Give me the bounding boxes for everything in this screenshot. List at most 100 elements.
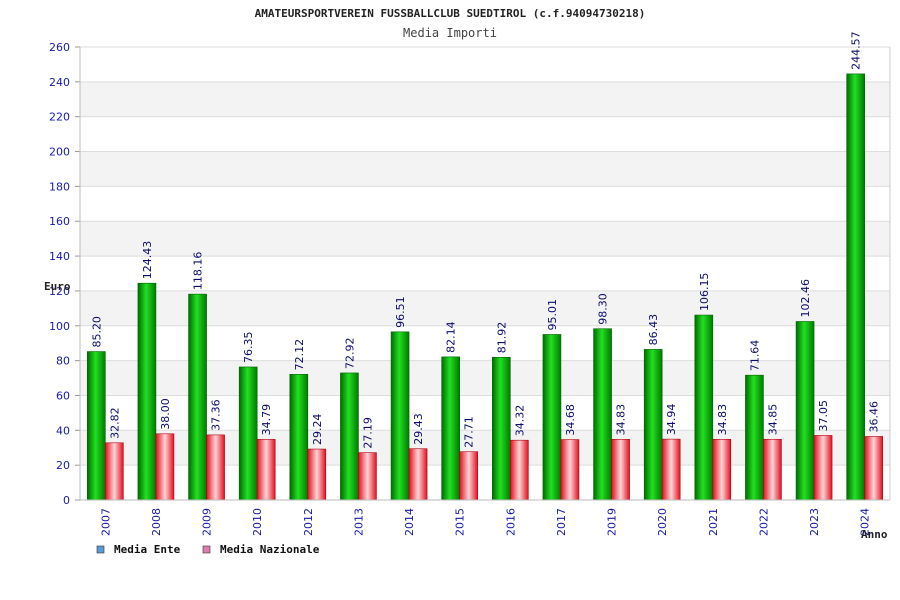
data-label: 38.00 bbox=[159, 398, 172, 430]
bar-media-ente bbox=[340, 372, 359, 501]
data-label: 34.79 bbox=[260, 404, 273, 436]
y-tick-label: 140 bbox=[49, 250, 70, 263]
data-label: 36.46 bbox=[868, 401, 881, 433]
x-tick-label: 2020 bbox=[656, 508, 669, 536]
data-label: 27.71 bbox=[463, 416, 476, 448]
legend-label-media-nazionale: Media Nazionale bbox=[220, 543, 320, 556]
y-tick-label: 240 bbox=[49, 76, 70, 89]
data-label: 29.43 bbox=[412, 413, 425, 445]
bar-media-ente bbox=[188, 293, 207, 501]
bar-media-nazionale bbox=[864, 436, 883, 501]
x-tick-label: 2009 bbox=[201, 508, 214, 536]
x-axis-ticks: 2007 2008 2009 2010 2012 2013 2014 2015 2016 2017… bbox=[99, 508, 871, 536]
y-tick-label: 80 bbox=[56, 355, 70, 368]
x-tick-label: 2013 bbox=[352, 508, 365, 536]
data-label: 34.83 bbox=[716, 404, 729, 436]
bar-media-nazionale bbox=[560, 439, 580, 501]
bar-media-nazionale bbox=[307, 448, 327, 501]
x-tick-label: 2014 bbox=[403, 508, 416, 536]
data-label: 106.15 bbox=[698, 273, 711, 312]
bar-media-ente bbox=[694, 314, 714, 501]
bar-media-ente bbox=[745, 374, 764, 501]
y-axis-title: Euro bbox=[44, 280, 71, 293]
bar-media-ente bbox=[238, 366, 258, 501]
bar-media-ente bbox=[542, 334, 562, 501]
x-tick-label: 2019 bbox=[606, 508, 619, 536]
bar-media-ente bbox=[289, 374, 309, 501]
legend-label-media-ente: Media Ente bbox=[114, 543, 181, 556]
x-tick-label: 2021 bbox=[707, 508, 720, 536]
y-tick-label: 180 bbox=[49, 180, 70, 193]
bar-media-ente bbox=[441, 356, 460, 501]
data-label: 34.32 bbox=[513, 405, 526, 437]
data-label: 95.01 bbox=[546, 299, 559, 331]
data-label: 34.68 bbox=[564, 404, 577, 436]
data-label: 85.20 bbox=[90, 316, 103, 348]
bar-media-ente bbox=[137, 282, 157, 501]
grid-band bbox=[80, 81, 890, 117]
y-tick-label: 40 bbox=[56, 424, 70, 437]
y-tick-label: 160 bbox=[49, 215, 70, 228]
grid-band bbox=[80, 151, 890, 187]
bars bbox=[87, 73, 883, 501]
data-label: 118.16 bbox=[192, 252, 205, 291]
grid-band bbox=[80, 290, 890, 326]
x-tick-label: 2022 bbox=[757, 508, 770, 536]
legend-swatch-media-nazionale bbox=[202, 545, 211, 554]
legend-swatch-media-ente bbox=[96, 545, 105, 554]
y-tick-label: 200 bbox=[49, 146, 70, 159]
y-tick-label: 0 bbox=[63, 494, 70, 507]
bar-media-ente bbox=[795, 321, 815, 501]
y-tick-label: 100 bbox=[49, 320, 70, 333]
data-label: 86.43 bbox=[647, 314, 660, 346]
plot-background bbox=[80, 81, 890, 466]
bar-media-nazionale bbox=[408, 448, 428, 501]
bar-media-nazionale bbox=[459, 451, 478, 501]
data-label: 71.64 bbox=[748, 340, 761, 372]
bar-media-nazionale bbox=[155, 433, 175, 501]
bar-media-nazionale bbox=[763, 438, 782, 501]
y-axis-ticks: 0 20 40 60 80 100 120 140 160 180 200 220 240 260 bbox=[49, 41, 80, 507]
y-tick-label: 260 bbox=[49, 41, 70, 54]
data-label: 76.35 bbox=[242, 331, 255, 363]
bar-media-ente bbox=[390, 331, 410, 501]
bar-media-ente bbox=[87, 351, 106, 501]
y-tick-label: 120 bbox=[49, 285, 70, 298]
y-tick-label: 20 bbox=[56, 459, 70, 472]
bar-media-nazionale bbox=[661, 438, 681, 501]
bar-media-ente bbox=[846, 73, 865, 501]
data-label: 124.43 bbox=[141, 241, 154, 280]
y-tick-label: 220 bbox=[49, 111, 70, 124]
legend: Media Ente Media Nazionale bbox=[96, 543, 320, 556]
data-label: 102.46 bbox=[799, 279, 812, 318]
data-label: 72.92 bbox=[343, 337, 356, 369]
bar-media-nazionale bbox=[105, 442, 124, 501]
x-tick-label: 2015 bbox=[454, 508, 467, 536]
chart-subtitle: Media Importi bbox=[403, 26, 497, 40]
bar-media-nazionale bbox=[510, 439, 529, 501]
data-label: 29.24 bbox=[311, 414, 324, 446]
bar-media-nazionale bbox=[206, 434, 225, 501]
bar-media-ente bbox=[643, 349, 663, 501]
data-label: 37.05 bbox=[817, 400, 830, 432]
data-label: 37.36 bbox=[210, 399, 223, 431]
x-tick-label: 2010 bbox=[251, 508, 264, 536]
x-axis-title: Anno bbox=[861, 528, 888, 541]
grid-band bbox=[80, 221, 890, 257]
data-label: 34.85 bbox=[766, 404, 779, 436]
value-labels: 85.20 32.82 124.43 38.00 118.16 37.36 76.35 34.… bbox=[90, 31, 880, 448]
bar-media-nazionale bbox=[712, 439, 732, 501]
bar-media-ente bbox=[492, 356, 511, 501]
x-tick-label: 2008 bbox=[150, 508, 163, 536]
data-label: 98.30 bbox=[597, 293, 610, 325]
data-label: 34.94 bbox=[665, 404, 678, 436]
data-label: 72.12 bbox=[293, 339, 306, 371]
bar-media-nazionale bbox=[611, 439, 630, 501]
bar-media-ente bbox=[593, 328, 612, 501]
data-label: 82.14 bbox=[445, 321, 458, 353]
bar-media-nazionale bbox=[813, 435, 833, 501]
data-label: 27.19 bbox=[361, 417, 374, 449]
chart-title: AMATEURSPORTVEREIN FUSSBALLCLUB SUEDTIRO… bbox=[255, 7, 646, 20]
bar-media-nazionale bbox=[358, 452, 377, 501]
